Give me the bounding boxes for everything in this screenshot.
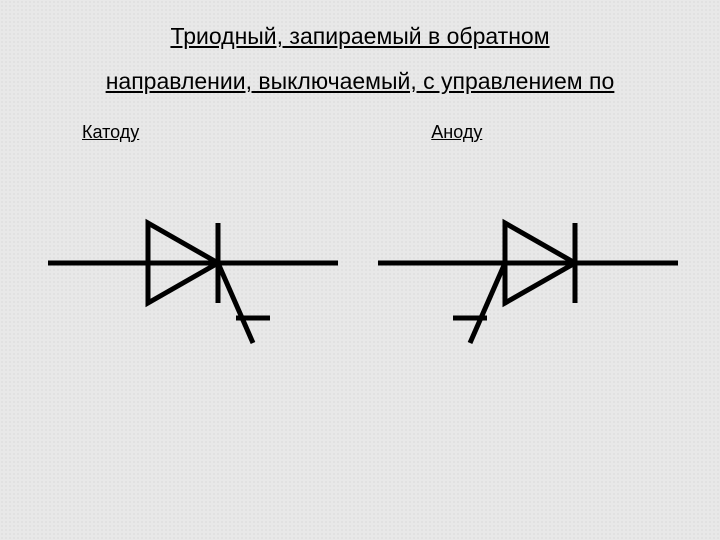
- title-line-2: направлении, выключаемый, с управлением …: [0, 63, 720, 100]
- labels-row: Катоду Аноду: [0, 122, 720, 143]
- title-line-1: Триодный, запираемый в обратном: [0, 18, 720, 55]
- thyristor-cathode-symbol: [48, 203, 338, 403]
- label-cathode: Катоду: [82, 122, 139, 143]
- label-anode: Аноду: [431, 122, 482, 143]
- diagram-area: [0, 143, 720, 493]
- thyristor-anode-symbol: [378, 203, 678, 403]
- diagram-title: Триодный, запираемый в обратном направле…: [0, 0, 720, 100]
